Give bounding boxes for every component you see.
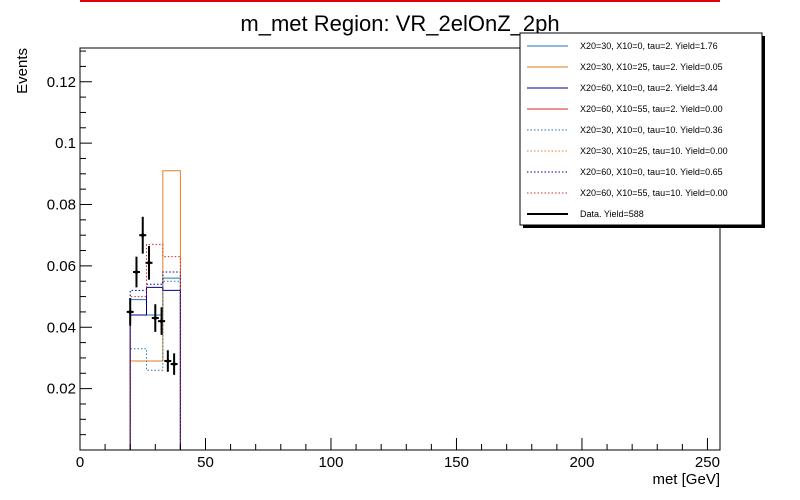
data-point (159, 319, 164, 323)
data-point (128, 310, 132, 314)
y-axis-label: Events (14, 48, 31, 94)
y-tick-label: 0.1 (55, 135, 76, 152)
x-tick-label: 150 (444, 454, 469, 471)
legend-label: X20=30, X10=25, tau=2. Yield=0.05 (580, 62, 723, 72)
data-point (172, 362, 176, 366)
x-tick-label: 0 (76, 454, 84, 471)
series-line-2 (129, 286, 181, 450)
legend-label: X20=30, X10=25, tau=10. Yield=0.00 (580, 146, 728, 156)
legend-box (519, 32, 763, 226)
series-line-6 (129, 271, 181, 450)
legend-label: X20=60, X10=0, tau=2. Yield=3.44 (580, 83, 718, 93)
legend-label: X20=60, X10=55, tau=10. Yield=0.00 (580, 188, 728, 198)
legend-label: X20=30, X10=0, tau=10. Yield=0.36 (580, 125, 723, 135)
axes: 0 50 100 150 200 250 0.02 0.04 0.06 0.08 0.1 0.12 (47, 50, 720, 471)
y-tick-label: 0.04 (47, 319, 76, 336)
legend-label: Data. Yield=588 (580, 209, 644, 219)
x-tick-label: 100 (318, 454, 343, 471)
data-point (134, 270, 139, 274)
x-tick-label: 50 (197, 454, 214, 471)
y-tick-label: 0.08 (47, 197, 76, 214)
data-point (140, 233, 145, 237)
x-axis-label: met [GeV] (652, 471, 720, 488)
legend: X20=30, X10=0, tau=2. Yield=1.76 X20=30, … (519, 32, 765, 228)
y-tick-label: 0.12 (47, 74, 76, 91)
x-tick-label: 250 (695, 454, 720, 471)
x-tick-label: 200 (569, 454, 594, 471)
y-tick-label: 0.02 (47, 381, 76, 398)
series-line-4 (129, 280, 181, 450)
data-point (153, 316, 158, 320)
legend-label: X20=30, X10=0, tau=2. Yield=1.76 (580, 41, 718, 51)
legend-label: X20=60, X10=0, tau=10. Yield=0.65 (580, 167, 723, 177)
y-tick-label: 0.06 (47, 258, 76, 275)
data-point (166, 359, 170, 363)
legend-label: X20=60, X10=55, tau=2. Yield=0.00 (580, 104, 723, 114)
data-point (147, 261, 151, 265)
plot-frame (79, 47, 721, 451)
chart-title: m_met Region: VR_2elOnZ_2ph (240, 11, 559, 36)
